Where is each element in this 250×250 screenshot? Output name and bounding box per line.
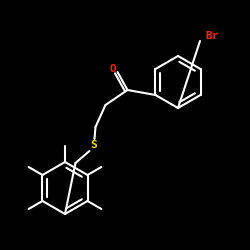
Text: S: S [90,140,97,150]
Text: O: O [109,64,116,74]
Text: Br: Br [205,31,218,41]
